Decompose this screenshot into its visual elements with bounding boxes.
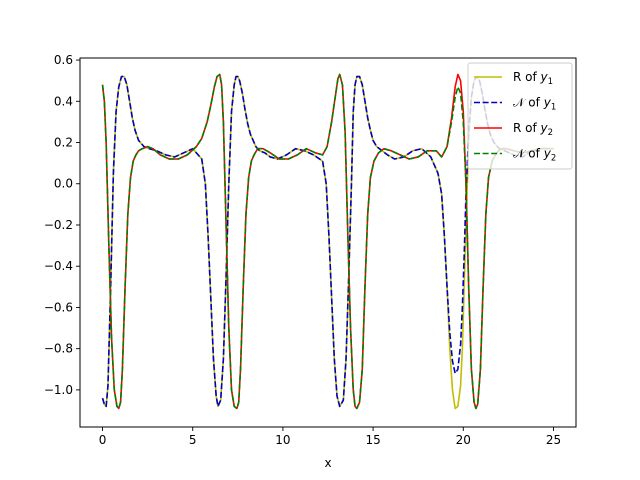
- series-line-4: [101, 73, 554, 410]
- series-layer: [101, 73, 554, 410]
- y-tick-label: 0.2: [54, 136, 73, 150]
- y-tick-label: 0.6: [54, 53, 73, 67]
- y-tick-label: −0.4: [44, 259, 73, 273]
- x-tick-label: 10: [275, 433, 290, 447]
- y-tick-label: −0.6: [44, 300, 73, 314]
- legend-label-1: R of y1: [513, 70, 553, 87]
- plot-frame: [79, 57, 577, 428]
- y-axis: −1.0 −0.8 −0.6 −0.4 −0.2 0.0 0.2 0.4 0.6: [44, 53, 80, 397]
- x-axis: 0 5 10 15 20 25: [99, 427, 561, 447]
- y-tick-label: 0.4: [54, 94, 73, 108]
- legend-label-3: R of y2: [513, 121, 553, 138]
- x-tick-label: 25: [546, 433, 561, 447]
- series-line-2: [101, 75, 554, 408]
- x-tick-label: 5: [189, 433, 197, 447]
- x-tick-label: 15: [365, 433, 380, 447]
- x-tick-label: 0: [99, 433, 107, 447]
- legend-label-2: 𝒩 of y1: [513, 96, 556, 113]
- legend-label-4: 𝒩 of y2: [513, 147, 556, 164]
- x-axis-label: x: [324, 456, 331, 470]
- y-tick-label: −1.0: [44, 383, 73, 397]
- y-tick-label: −0.8: [44, 342, 73, 356]
- y-tick-label: 0.0: [54, 177, 73, 191]
- legend: R of y1 𝒩 of y1 R of y2 𝒩 of y2: [467, 62, 573, 170]
- x-tick-label: 20: [456, 433, 471, 447]
- y-tick-label: −0.2: [44, 218, 73, 232]
- legend-box: [467, 62, 573, 170]
